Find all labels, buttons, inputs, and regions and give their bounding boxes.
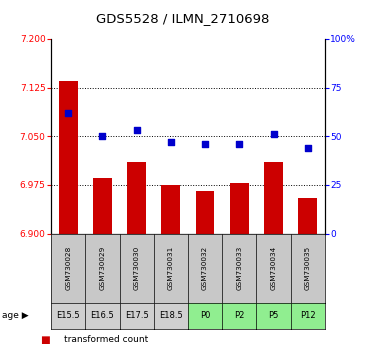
Text: GSM730035: GSM730035 <box>305 246 311 290</box>
Text: E17.5: E17.5 <box>125 312 149 320</box>
Bar <box>264 162 283 234</box>
Bar <box>127 162 146 234</box>
Text: E16.5: E16.5 <box>91 312 114 320</box>
Text: GSM730033: GSM730033 <box>236 246 242 290</box>
Text: GSM730032: GSM730032 <box>202 246 208 290</box>
Text: E15.5: E15.5 <box>57 312 80 320</box>
Text: age ▶: age ▶ <box>2 312 28 320</box>
Text: E18.5: E18.5 <box>159 312 183 320</box>
Text: P12: P12 <box>300 312 316 320</box>
Bar <box>298 198 317 234</box>
Text: P5: P5 <box>268 312 279 320</box>
Bar <box>161 185 180 234</box>
Text: GSM730030: GSM730030 <box>134 246 140 290</box>
Text: GDS5528 / ILMN_2710698: GDS5528 / ILMN_2710698 <box>96 12 269 25</box>
Point <box>305 145 311 151</box>
Bar <box>59 81 78 234</box>
Point <box>202 141 208 147</box>
Text: GSM730034: GSM730034 <box>270 246 277 290</box>
Text: P2: P2 <box>234 312 245 320</box>
Text: GSM730031: GSM730031 <box>168 246 174 290</box>
Point <box>237 141 242 147</box>
Text: ■: ■ <box>40 335 50 344</box>
Point <box>65 110 71 116</box>
Text: P0: P0 <box>200 312 210 320</box>
Point <box>270 131 276 137</box>
Bar <box>230 183 249 234</box>
Point <box>168 139 174 145</box>
Text: transformed count: transformed count <box>64 335 148 343</box>
Point <box>100 133 105 139</box>
Bar <box>93 178 112 234</box>
Text: GSM730028: GSM730028 <box>65 246 71 290</box>
Text: GSM730029: GSM730029 <box>99 246 105 290</box>
Bar <box>196 192 215 234</box>
Point <box>134 127 139 133</box>
